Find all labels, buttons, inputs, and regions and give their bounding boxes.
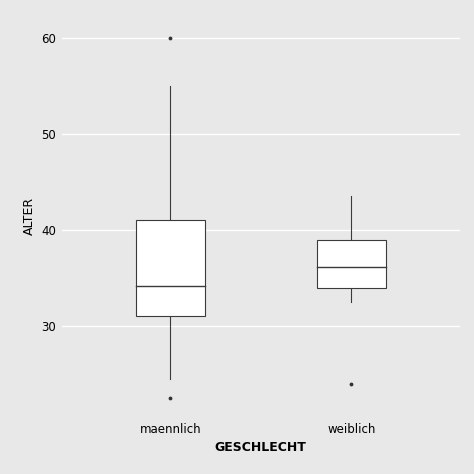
Y-axis label: ALTER: ALTER (23, 197, 36, 235)
X-axis label: GESCHLECHT: GESCHLECHT (215, 441, 307, 454)
Bar (136, 220, 205, 317)
Bar (317, 240, 385, 288)
